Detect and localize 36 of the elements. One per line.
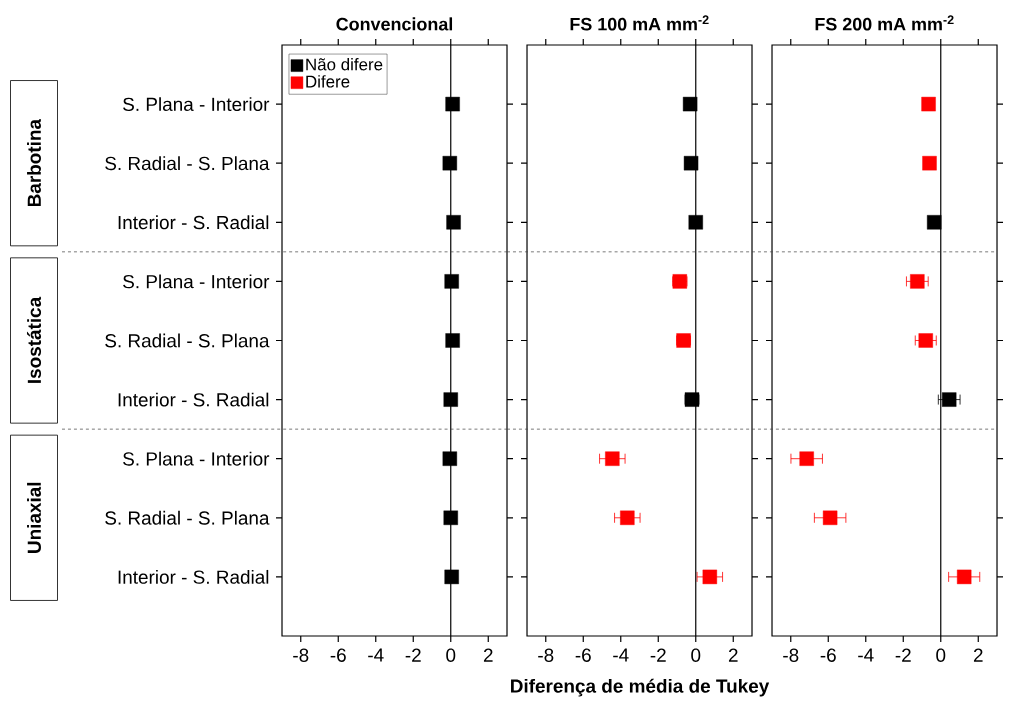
y-tick-label: S. Radial - S. Plana	[105, 333, 270, 348]
x-tick-label: -4	[613, 648, 629, 662]
x-tick-label: -8	[538, 648, 554, 662]
y-tick-label: S. Plana - Interior	[123, 97, 270, 112]
chart-title: FS 200 mA mm$^{-2}$	[815, 15, 954, 31]
text: Isostática	[26, 296, 42, 383]
x-tick-label: 0	[691, 648, 701, 662]
x-tick-label: 0	[446, 648, 456, 662]
y-tick-label: S. Radial - S. Plana	[105, 156, 270, 171]
text: Uniaxial	[27, 482, 41, 553]
x-tick-label: -6	[820, 648, 836, 662]
x-tick-label: -8	[293, 648, 309, 662]
x-tick-label: 2	[728, 648, 738, 662]
x-tick-label: -2	[405, 648, 421, 662]
chart-title: Convencional	[336, 17, 453, 31]
x-tick-label: 2	[483, 648, 493, 662]
y-tick-label: S. Radial - S. Plana	[105, 510, 270, 525]
y-tick-label: Interior - S. Radial	[118, 215, 269, 230]
y-tick-label: S. Plana - Interior	[123, 451, 270, 466]
x-tick-label: 0	[936, 648, 946, 662]
x-tick-label: -2	[895, 648, 911, 662]
chart-title: FS 100 mA mm$^{-2}$	[570, 15, 709, 31]
legend-label: Não difere	[306, 58, 383, 71]
x-tick-label: -4	[368, 648, 384, 662]
x-tick-label: 2	[973, 648, 983, 662]
x-tick-label: -2	[650, 648, 666, 662]
x-tick-label: -6	[330, 648, 346, 662]
x-tick-label: -6	[575, 648, 591, 662]
x-tick-label: -4	[858, 648, 874, 662]
y-tick-label: Interior - S. Radial	[118, 569, 269, 584]
x-tick-label: -8	[783, 648, 799, 662]
y-tick-label: Interior - S. Radial	[118, 392, 269, 407]
x-axis-title: Diferença de média de Tukey	[511, 678, 770, 697]
text: Barbotina	[27, 118, 41, 207]
y-tick-label: S. Plana - Interior	[123, 274, 270, 289]
legend-label: Difere	[306, 75, 350, 88]
